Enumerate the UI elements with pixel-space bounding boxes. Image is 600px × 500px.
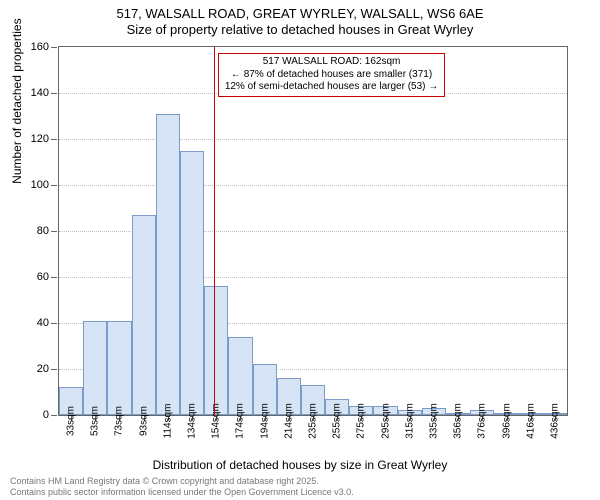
x-tick-label: 73sqm — [114, 406, 125, 436]
x-tick-label: 275sqm — [356, 403, 367, 439]
x-tick-label: 356sqm — [453, 403, 464, 439]
gridline — [59, 139, 567, 140]
y-tick — [51, 323, 57, 324]
x-tick-label: 315sqm — [404, 403, 415, 439]
y-tick-label: 60 — [37, 271, 49, 283]
y-tick-label: 160 — [31, 41, 49, 53]
y-tick — [51, 47, 57, 48]
annotation-box: 517 WALSALL ROAD: 162sqm ← 87% of detach… — [218, 53, 445, 97]
x-axis-label: Distribution of detached houses by size … — [0, 458, 600, 472]
y-tick — [51, 139, 57, 140]
x-tick-label: 416sqm — [525, 403, 536, 439]
title-line-1: 517, WALSALL ROAD, GREAT WYRLEY, WALSALL… — [0, 6, 600, 22]
y-tick-label: 100 — [31, 179, 49, 191]
y-tick-label: 0 — [43, 409, 49, 421]
y-axis-label: Number of detached properties — [10, 18, 24, 183]
annotation-line-1: 517 WALSALL ROAD: 162sqm — [225, 56, 438, 69]
x-tick-label: 396sqm — [501, 403, 512, 439]
y-tick — [51, 369, 57, 370]
gridline — [59, 185, 567, 186]
x-tick-label: 335sqm — [428, 403, 439, 439]
x-tick-label: 376sqm — [477, 403, 488, 439]
y-tick-label: 20 — [37, 363, 49, 375]
x-tick-label: 53sqm — [90, 406, 101, 436]
y-tick-label: 80 — [37, 225, 49, 237]
y-tick — [51, 93, 57, 94]
x-tick-label: 214sqm — [283, 403, 294, 439]
annotation-line-2: ← 87% of detached houses are smaller (37… — [225, 69, 438, 82]
footer-line-1: Contains HM Land Registry data © Crown c… — [10, 476, 354, 487]
chart-title: 517, WALSALL ROAD, GREAT WYRLEY, WALSALL… — [0, 0, 600, 39]
plot-area: 02040608010012014016033sqm53sqm73sqm93sq… — [58, 46, 568, 416]
histogram-bar — [83, 321, 107, 415]
footer-line-2: Contains public sector information licen… — [10, 487, 354, 498]
x-tick-label: 255sqm — [332, 403, 343, 439]
x-tick-label: 174sqm — [235, 403, 246, 439]
y-tick — [51, 415, 57, 416]
histogram-bar — [132, 215, 156, 415]
x-tick-label: 114sqm — [162, 404, 173, 439]
x-tick-label: 436sqm — [549, 403, 560, 439]
footer-attribution: Contains HM Land Registry data © Crown c… — [10, 476, 354, 498]
histogram-bar — [107, 321, 131, 415]
histogram-bar — [204, 286, 228, 415]
x-tick-label: 295sqm — [380, 403, 391, 439]
title-line-2: Size of property relative to detached ho… — [0, 22, 600, 38]
histogram-bar — [156, 114, 180, 415]
y-tick — [51, 231, 57, 232]
y-tick — [51, 185, 57, 186]
y-tick-label: 140 — [31, 87, 49, 99]
y-tick-label: 120 — [31, 133, 49, 145]
y-tick — [51, 277, 57, 278]
x-tick-label: 93sqm — [138, 406, 149, 436]
y-tick-label: 40 — [37, 317, 49, 329]
x-tick-label: 154sqm — [211, 403, 222, 439]
x-tick-label: 194sqm — [259, 403, 270, 439]
x-tick-label: 235sqm — [308, 403, 319, 439]
x-tick-label: 134sqm — [187, 403, 198, 439]
chart-container: 517, WALSALL ROAD, GREAT WYRLEY, WALSALL… — [0, 0, 600, 500]
histogram-bar — [180, 151, 204, 416]
reference-line — [214, 47, 215, 415]
annotation-line-3: 12% of semi-detached houses are larger (… — [225, 81, 438, 94]
x-tick-label: 33sqm — [66, 406, 77, 436]
